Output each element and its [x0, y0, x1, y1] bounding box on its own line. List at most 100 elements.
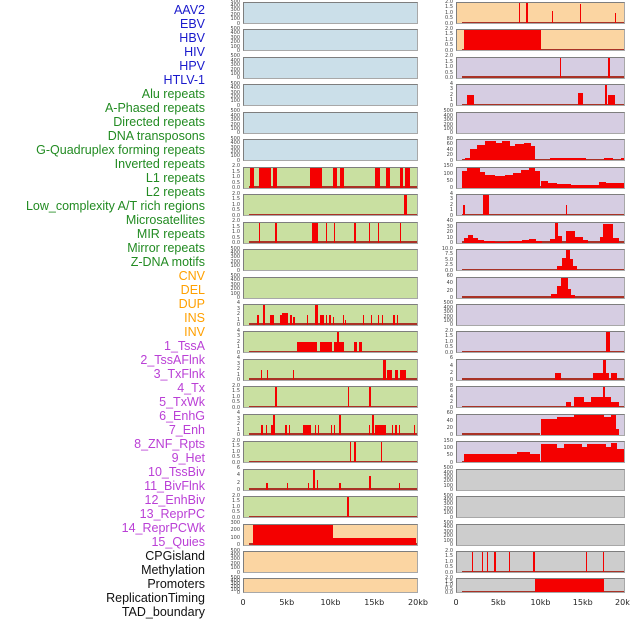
track-label-Methylation: Methylation: [141, 563, 205, 577]
y-tick-label: 40: [446, 146, 453, 153]
data-bar: [606, 332, 611, 353]
data-bar: [272, 167, 278, 188]
signal-baseline: [462, 21, 624, 23]
track-plot-A-Phased repeats: [243, 194, 418, 217]
signal-baseline: [249, 378, 417, 380]
track-row-ReplicationTiming: 0.0 0.5 1.0 1.5 2.0: [445, 548, 625, 575]
y-tick-label: 20: [446, 287, 453, 294]
data-bar: [548, 182, 558, 188]
data-bar: [377, 314, 379, 325]
y-axis-ticks: 0 100 200 300 400 500: [422, 108, 456, 136]
data-bar: [314, 424, 317, 435]
data-bar: [573, 415, 591, 435]
track-row-Z-DNA motifs: 0.0 0.5 1.0 1.5 2.0: [232, 493, 418, 520]
y-tick-label: 100: [230, 290, 240, 297]
data-bar: [528, 238, 537, 243]
y-tick-label: 300: [230, 34, 240, 41]
y-tick-label: 1: [236, 371, 240, 378]
data-bar: [288, 424, 291, 435]
track-label-7_Enh: 7_Enh: [168, 423, 205, 437]
y-tick-label: 3: [236, 305, 240, 312]
y-tick-label: 0: [449, 404, 453, 411]
y-tick-label: 6: [449, 355, 453, 362]
data-bar: [519, 3, 521, 23]
signal-baseline: [249, 241, 417, 243]
data-bar: [565, 402, 572, 408]
y-tick-label: 400: [443, 524, 453, 531]
y-tick-label: 0.0: [445, 349, 453, 356]
y-axis-ticks: 0 100 200 300 400 500: [209, 26, 243, 53]
data-bar: [381, 442, 383, 463]
y-tick-label: 200: [230, 148, 240, 155]
data-bar: [359, 342, 362, 353]
data-bar: [306, 314, 308, 325]
y-tick-label: 100: [443, 445, 453, 452]
data-bar: [269, 314, 275, 325]
y-tick-label: 0.5: [232, 207, 240, 214]
data-bar: [261, 424, 263, 435]
track-label-Promoters: Promoters: [147, 577, 205, 591]
data-bar: [336, 332, 340, 353]
track-row-L2 repeats: 01234: [237, 356, 418, 383]
y-tick-label: 20: [446, 229, 453, 236]
signal-baseline: [249, 543, 417, 545]
y-tick-label: 100: [230, 263, 240, 270]
y-tick-label: 100: [230, 534, 240, 541]
y-tick-label: 400: [230, 249, 240, 256]
y-tick-label: 4: [236, 327, 240, 334]
y-tick-label: 50: [446, 177, 453, 184]
track-row-G-Quadruplex forming repeats: 0 100 200 300 400 500: [230, 274, 418, 301]
y-tick-label: 500: [443, 108, 453, 115]
y-tick-label: 0.5: [445, 586, 453, 593]
track-plot-14_ReprPCWk: [456, 413, 625, 436]
y-tick-label: 7.5: [445, 251, 453, 258]
y-tick-label: 80: [446, 135, 453, 142]
y-tick-label: 40: [446, 280, 453, 287]
x-tick-label: 5kb: [490, 598, 506, 608]
y-tick-label: 500: [443, 465, 453, 472]
y-tick-label: 300: [443, 528, 453, 535]
y-axis-ticks: 0 100 200 300 400 500: [422, 521, 456, 548]
track-plot-INV: [456, 29, 625, 52]
track-label-HTLV-1: HTLV-1: [163, 73, 205, 87]
data-bar: [599, 236, 604, 243]
y-tick-label: 0.5: [232, 179, 240, 186]
track-row-11_BivFlnk: 0.0 0.5 1.0 1.5 2.0: [445, 328, 625, 355]
y-tick-label: 0.0: [445, 267, 453, 274]
y-axis-ticks: 0 20 40 60: [422, 411, 456, 438]
x-tick-label: 0: [453, 598, 459, 608]
track-plot-10_TssBiv: [456, 303, 625, 326]
y-tick-label: 0: [449, 514, 453, 521]
x-tick-label: 20kb: [615, 598, 630, 608]
data-bar: [610, 414, 617, 435]
track-plot-5_TxWk: [456, 166, 625, 189]
data-bar: [487, 552, 489, 572]
data-bar: [483, 195, 489, 216]
data-bar: [482, 552, 484, 572]
y-tick-label: 500: [230, 245, 240, 252]
track-row-Mirror repeats: 0246: [237, 466, 418, 493]
y-tick-label: 0.5: [445, 42, 453, 49]
data-bar: [404, 195, 408, 216]
y-tick-label: 2.0: [232, 163, 240, 170]
y-tick-label: 0: [236, 295, 240, 301]
y-tick-label: 100: [230, 153, 240, 160]
data-bar: [271, 424, 273, 435]
track-label-Z-DNA motifs: Z-DNA motifs: [130, 255, 205, 269]
y-tick-label: 0.5: [232, 399, 240, 406]
y-tick-label: 1.0: [445, 338, 453, 345]
track-label-8_ZNF_Rpts: 8_ZNF_Rpts: [134, 437, 205, 451]
y-tick-label: 0.0: [232, 459, 240, 466]
track-row-Inverted repeats: 01234: [237, 301, 418, 328]
track-row-Directed repeats: 0.0 0.5 1.0 1.5 2.0: [232, 219, 418, 246]
track-label-MIR repeats: MIR repeats: [136, 227, 205, 241]
data-bar: [505, 175, 513, 188]
data-bar: [338, 414, 342, 435]
track-row-HPV: 0 100 200 300 400 500: [230, 109, 418, 136]
data-bar: [483, 241, 496, 243]
y-axis-ticks: 0 100 200 300 400 500: [209, 53, 243, 81]
track-row-14_ReprPCWk: 0 20 40 60: [447, 411, 625, 438]
y-tick-label: 500: [230, 53, 240, 60]
